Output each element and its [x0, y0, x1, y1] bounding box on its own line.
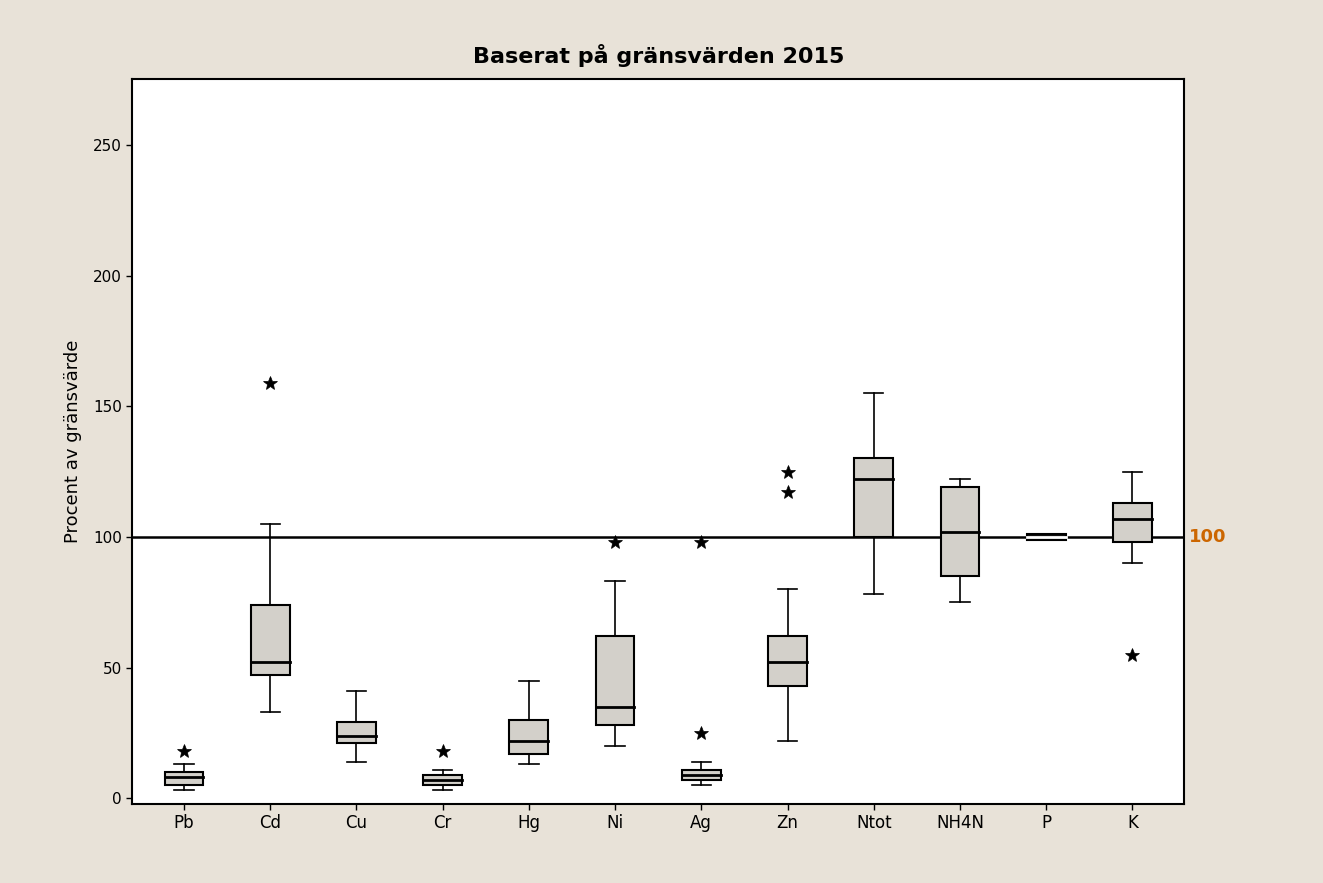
Bar	[251, 605, 290, 675]
Bar	[681, 770, 721, 780]
Title: Baserat på gränsvärden 2015: Baserat på gränsvärden 2015	[472, 44, 844, 67]
Bar	[769, 637, 807, 686]
Bar	[595, 637, 635, 725]
Bar	[423, 774, 462, 785]
Text: 100: 100	[1189, 528, 1226, 546]
Bar	[1027, 534, 1065, 540]
Bar	[337, 722, 376, 743]
Y-axis label: Procent av gränsvärde: Procent av gränsvärde	[64, 340, 82, 543]
Bar	[164, 772, 204, 785]
Bar	[855, 458, 893, 537]
Bar	[509, 720, 548, 754]
Bar	[1113, 503, 1152, 542]
Bar	[941, 487, 979, 576]
